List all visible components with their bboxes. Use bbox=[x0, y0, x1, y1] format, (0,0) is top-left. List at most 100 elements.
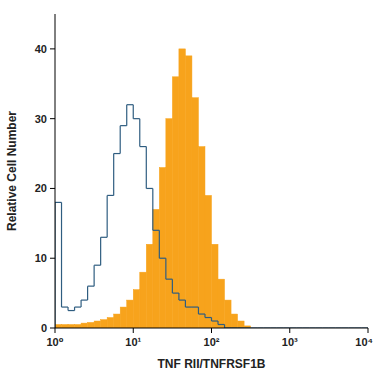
step-level bbox=[81, 299, 88, 300]
histogram-bar bbox=[107, 318, 114, 328]
y-tick-label: 20 bbox=[35, 182, 47, 194]
histogram-bar bbox=[55, 325, 62, 328]
step-level bbox=[198, 313, 205, 314]
step-riser bbox=[61, 202, 62, 307]
x-tick-label: 10⁰ bbox=[46, 336, 63, 348]
step-level bbox=[120, 125, 127, 126]
step-riser bbox=[178, 293, 179, 300]
step-level bbox=[205, 317, 212, 318]
step-level bbox=[133, 118, 140, 119]
step-riser bbox=[172, 279, 173, 293]
x-tick bbox=[211, 328, 212, 333]
step-level bbox=[94, 265, 101, 266]
step-riser bbox=[198, 307, 199, 314]
step-level bbox=[114, 153, 121, 154]
step-riser bbox=[159, 230, 160, 258]
step-riser bbox=[100, 237, 101, 265]
y-tick bbox=[50, 48, 55, 49]
histogram-bar bbox=[212, 244, 219, 328]
chart: 01020304010⁰10¹10²10³10⁴TNF RII/TNFRSF1B… bbox=[0, 0, 375, 375]
step-level bbox=[107, 195, 114, 196]
step-level bbox=[146, 188, 153, 189]
histogram-bar bbox=[94, 321, 101, 328]
histogram-bar bbox=[172, 77, 179, 328]
step-riser bbox=[113, 154, 114, 196]
histogram-bar bbox=[218, 279, 225, 328]
histogram-bar bbox=[198, 147, 205, 328]
histogram-bar bbox=[185, 56, 192, 328]
step-level bbox=[153, 230, 160, 231]
step-riser bbox=[139, 119, 140, 147]
step-level bbox=[55, 202, 62, 203]
x-axis-label: TNF RII/TNFRSF1B bbox=[158, 357, 266, 371]
x-tick-label: 10³ bbox=[282, 336, 298, 348]
step-riser bbox=[80, 300, 81, 307]
step-level bbox=[179, 299, 186, 300]
step-riser bbox=[94, 265, 95, 286]
plot-area bbox=[55, 49, 368, 328]
histogram-bar bbox=[114, 314, 121, 328]
histogram-bar bbox=[238, 321, 245, 328]
histogram-bar bbox=[133, 290, 140, 328]
histogram-bar bbox=[153, 209, 160, 328]
step-level bbox=[185, 306, 192, 307]
series-0 bbox=[55, 105, 368, 328]
y-tick bbox=[50, 328, 55, 329]
step-riser bbox=[165, 258, 166, 279]
step-riser bbox=[107, 195, 108, 237]
step-riser bbox=[87, 286, 88, 300]
y-tick bbox=[50, 188, 55, 189]
step-level bbox=[192, 306, 199, 307]
step-level bbox=[127, 104, 134, 105]
histogram-bar bbox=[120, 307, 127, 328]
y-tick-label: 30 bbox=[35, 113, 47, 125]
step-riser bbox=[152, 188, 153, 230]
histogram-bar bbox=[140, 272, 147, 328]
step-level bbox=[62, 306, 69, 307]
y-tick-label: 10 bbox=[35, 252, 47, 264]
axes: 01020304010⁰10¹10²10³10⁴ bbox=[35, 14, 373, 348]
x-tick-label: 10⁴ bbox=[355, 336, 373, 348]
y-tick bbox=[50, 118, 55, 119]
x-tick bbox=[289, 328, 290, 333]
y-tick-label: 40 bbox=[35, 43, 47, 55]
histogram-bar bbox=[75, 325, 82, 328]
y-axis-line bbox=[55, 14, 56, 328]
y-axis-label: Relative Cell Number bbox=[5, 111, 19, 231]
histogram-bar bbox=[68, 325, 75, 328]
x-tick-label: 10¹ bbox=[125, 336, 141, 348]
step-riser bbox=[146, 147, 147, 189]
step-riser bbox=[126, 105, 127, 126]
histogram-bar bbox=[205, 195, 212, 328]
x-tick bbox=[133, 328, 134, 333]
step-level bbox=[218, 324, 225, 325]
step-level bbox=[75, 306, 82, 307]
series-1 bbox=[55, 49, 251, 328]
histogram-bar bbox=[62, 325, 69, 328]
step-level bbox=[166, 279, 173, 280]
step-riser bbox=[120, 126, 121, 154]
histogram-bar bbox=[179, 49, 186, 328]
x-tick bbox=[55, 328, 56, 333]
histogram-bar bbox=[231, 314, 238, 328]
histogram-bar bbox=[225, 300, 232, 328]
histogram-bar bbox=[81, 323, 88, 328]
step-level bbox=[88, 286, 95, 287]
step-level bbox=[140, 146, 147, 147]
histogram-bar bbox=[166, 119, 173, 328]
step-level bbox=[172, 293, 179, 294]
histogram-bar bbox=[146, 244, 153, 328]
histogram-bar bbox=[159, 168, 166, 328]
step-level bbox=[68, 310, 75, 311]
step-level bbox=[159, 258, 166, 259]
step-riser bbox=[133, 105, 134, 119]
step-level bbox=[212, 320, 219, 321]
histogram-bar bbox=[192, 98, 199, 328]
y-tick-label: 0 bbox=[41, 322, 47, 334]
histogram-bar bbox=[101, 320, 108, 328]
histogram-bar bbox=[127, 300, 134, 328]
x-tick bbox=[368, 328, 369, 333]
y-tick bbox=[50, 258, 55, 259]
step-level bbox=[101, 237, 108, 238]
step-riser bbox=[185, 300, 186, 307]
